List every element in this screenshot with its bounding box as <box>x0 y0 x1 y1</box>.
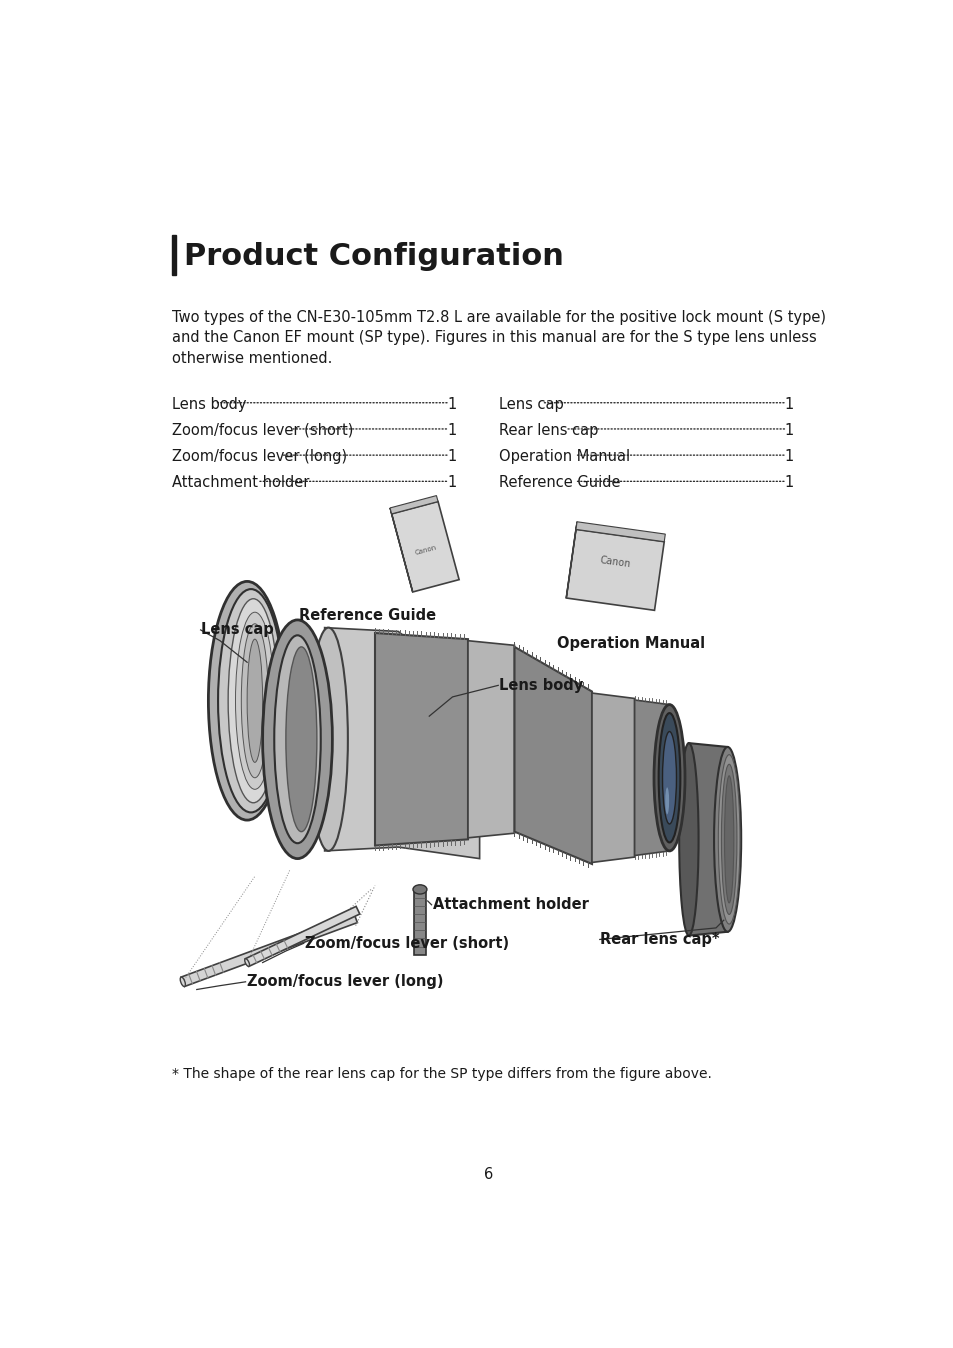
Polygon shape <box>245 906 359 967</box>
Text: Canon: Canon <box>598 555 631 569</box>
Polygon shape <box>390 508 413 592</box>
Polygon shape <box>566 522 577 599</box>
Ellipse shape <box>218 589 284 813</box>
Text: otherwise mentioned.: otherwise mentioned. <box>172 352 332 367</box>
Ellipse shape <box>713 747 740 931</box>
Text: Reference Guide: Reference Guide <box>298 608 436 623</box>
Text: 1: 1 <box>447 449 456 464</box>
Ellipse shape <box>658 713 679 842</box>
Ellipse shape <box>413 884 427 894</box>
Text: Reference Guide: Reference Guide <box>498 474 624 491</box>
Text: Two types of the CN-E30-105mm T2.8 L are available for the positive lock mount (: Two types of the CN-E30-105mm T2.8 L are… <box>172 310 825 325</box>
Polygon shape <box>375 634 468 845</box>
Ellipse shape <box>235 612 274 790</box>
Text: Lens cap: Lens cap <box>200 623 274 638</box>
Polygon shape <box>392 501 458 592</box>
Text: Lens body: Lens body <box>172 396 246 411</box>
Ellipse shape <box>309 628 348 851</box>
Polygon shape <box>414 890 426 954</box>
Ellipse shape <box>654 705 684 851</box>
Ellipse shape <box>228 599 278 803</box>
Polygon shape <box>688 743 727 936</box>
Text: 1: 1 <box>447 474 456 491</box>
Ellipse shape <box>262 620 332 859</box>
Text: Zoom/focus lever (long): Zoom/focus lever (long) <box>247 975 443 989</box>
Ellipse shape <box>247 639 262 763</box>
Ellipse shape <box>180 977 185 987</box>
Ellipse shape <box>274 635 320 844</box>
Ellipse shape <box>723 776 733 903</box>
Polygon shape <box>576 522 664 542</box>
Polygon shape <box>634 700 669 856</box>
Text: Operation Manual: Operation Manual <box>557 635 704 651</box>
Ellipse shape <box>664 787 668 814</box>
Polygon shape <box>468 640 514 838</box>
Text: * The shape of the rear lens cap for the SP type differs from the figure above.: * The shape of the rear lens cap for the… <box>172 1066 711 1081</box>
Text: 1: 1 <box>783 449 793 464</box>
Ellipse shape <box>208 581 286 820</box>
Text: Lens cap: Lens cap <box>498 396 568 411</box>
Text: Lens body: Lens body <box>498 678 582 693</box>
Text: Rear lens cap: Rear lens cap <box>498 423 602 438</box>
Ellipse shape <box>661 732 676 824</box>
Text: Attachment holder: Attachment holder <box>172 474 314 491</box>
Text: Operation Manual: Operation Manual <box>498 449 630 464</box>
Text: 1: 1 <box>783 396 793 411</box>
Text: 1: 1 <box>783 474 793 491</box>
Ellipse shape <box>245 958 250 967</box>
Polygon shape <box>592 693 634 863</box>
Ellipse shape <box>679 743 698 936</box>
Text: Zoom/focus lever (short): Zoom/focus lever (short) <box>305 936 509 950</box>
Ellipse shape <box>718 755 740 925</box>
Polygon shape <box>181 913 357 987</box>
Text: Zoom/focus lever (short): Zoom/focus lever (short) <box>172 423 357 438</box>
Polygon shape <box>390 496 437 514</box>
Text: Canon: Canon <box>415 545 437 555</box>
Text: 1: 1 <box>447 396 456 411</box>
Text: 6: 6 <box>484 1167 493 1182</box>
Polygon shape <box>566 530 663 611</box>
Text: Attachment holder: Attachment holder <box>433 898 588 913</box>
Ellipse shape <box>286 647 316 832</box>
Text: Rear lens cap*: Rear lens cap* <box>599 931 719 946</box>
Ellipse shape <box>720 764 736 914</box>
Ellipse shape <box>241 624 268 778</box>
Text: Product Configuration: Product Configuration <box>183 243 563 271</box>
Text: Zoom/focus lever (long): Zoom/focus lever (long) <box>172 449 347 464</box>
Polygon shape <box>514 647 592 864</box>
Text: 1: 1 <box>447 423 456 438</box>
Bar <box>172 235 175 275</box>
Polygon shape <box>324 628 479 859</box>
Text: 1: 1 <box>783 423 793 438</box>
Text: and the Canon EF mount (SP type). Figures in this manual are for the S type lens: and the Canon EF mount (SP type). Figure… <box>172 330 816 345</box>
